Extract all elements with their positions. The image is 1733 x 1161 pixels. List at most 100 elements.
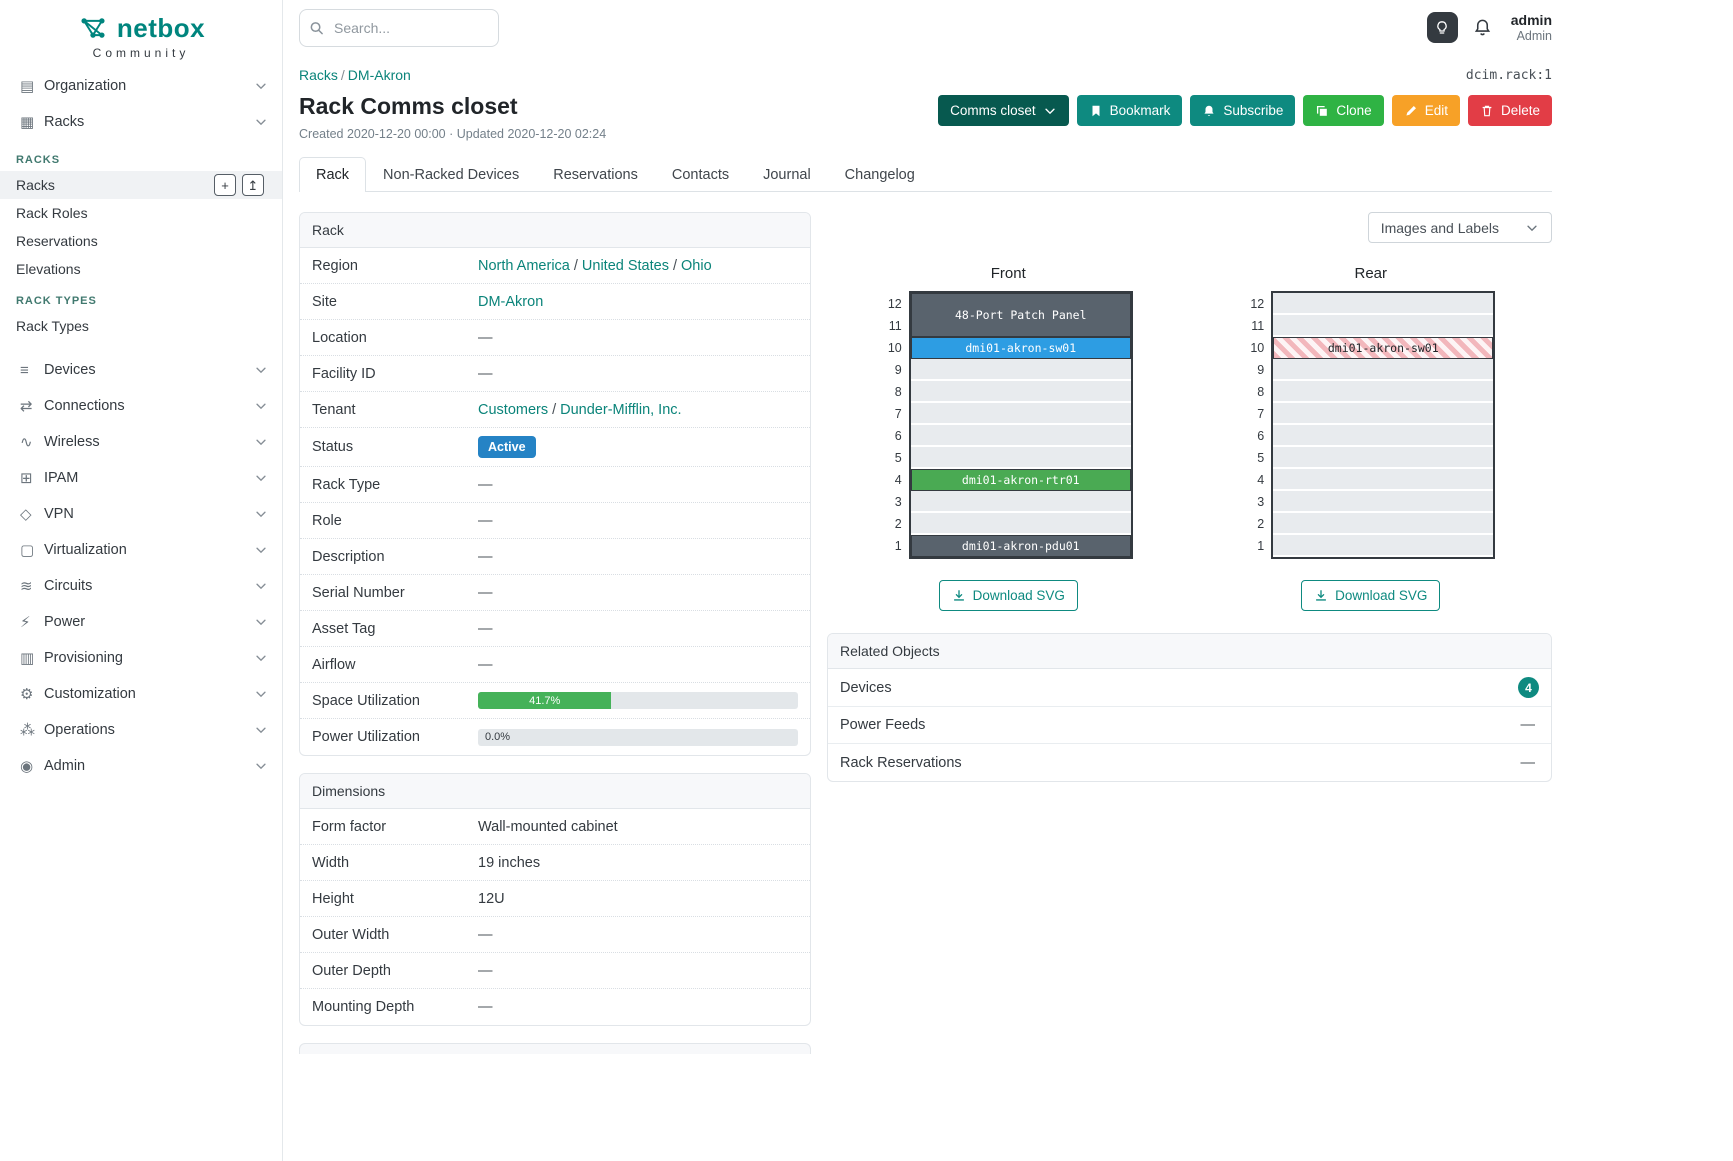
sidebar-item-operations[interactable]: ⁂ Operations — [0, 712, 282, 748]
attr-label: Height — [312, 890, 354, 907]
status-dropdown-button[interactable]: Comms closet — [938, 95, 1069, 126]
sidebar-item-organization[interactable]: ▤ Organization — [0, 68, 282, 104]
rack-unit-slot[interactable] — [1273, 381, 1494, 403]
rack-unit-slot[interactable] — [1273, 535, 1494, 557]
delete-button[interactable]: Delete — [1467, 95, 1552, 126]
breadcrumb-link[interactable]: DM-Akron — [347, 67, 411, 83]
download-svg-button[interactable]: Download SVG — [938, 580, 1078, 611]
clone-button[interactable]: Clone — [1303, 95, 1384, 126]
tab-journal[interactable]: Journal — [763, 167, 811, 183]
sidebar-item-virtualization[interactable]: ▢ Virtualization — [0, 532, 282, 568]
unit-number: 10 — [887, 341, 902, 355]
value-link[interactable]: Customers — [478, 401, 549, 418]
chevron-down-icon — [256, 367, 266, 374]
sidebar-item-provisioning[interactable]: ▥ Provisioning — [0, 640, 282, 676]
attr-label: Tenant — [312, 401, 356, 418]
unit-numbers: 12 11 10 9 8 7 6 5 4 3 2 1 — [1246, 291, 1264, 559]
sidebar-expanded-group: RACKS Racks + ↥ Rack Roles Reservations Elevat… — [0, 140, 282, 352]
tab-reservations[interactable]: Reservations — [553, 167, 638, 183]
rack-unit-slot[interactable] — [1273, 425, 1494, 447]
attr-value: 0.0% — [478, 728, 798, 746]
sidebar-item-vpn[interactable]: ◇ VPN — [0, 496, 282, 532]
chevron-down-icon — [254, 687, 268, 701]
rack-device[interactable]: 48-Port Patch Panel — [910, 293, 1131, 337]
related-row-power-feeds[interactable]: Power Feeds — — [828, 707, 1551, 744]
rack-unit-slot[interactable] — [910, 513, 1131, 535]
search-input[interactable] — [299, 8, 499, 47]
sidebar-item-rack-roles[interactable]: Rack Roles — [0, 199, 282, 227]
rack-unit-slot[interactable] — [910, 381, 1131, 403]
attr-label: Facility ID — [312, 365, 376, 382]
sidebar-item-reservations[interactable]: Reservations — [0, 227, 282, 255]
rack-unit-slot[interactable] — [910, 425, 1131, 447]
related-label: Devices — [840, 679, 892, 696]
sidebar-item-admin[interactable]: ◉ Admin — [0, 748, 282, 784]
add-button[interactable]: + — [214, 174, 236, 196]
bookmark-button[interactable]: Bookmark — [1076, 95, 1183, 126]
rack-unit-slot[interactable] — [1273, 359, 1494, 381]
value-link[interactable]: North America — [478, 257, 570, 274]
sidebar-nav: ▤ Organization ▦ Racks RACKS Racks + ↥ Rack Role… — [0, 68, 282, 784]
brand[interactable]: netbox Community — [0, 0, 282, 68]
provisioning-icon: ▥ — [20, 650, 35, 667]
value-link[interactable]: Dunder-Mifflin, Inc. — [560, 401, 682, 418]
unit-number: 2 — [894, 517, 902, 531]
dimensions-panel: Dimensions Form factor Wall-mounted cabin… — [299, 773, 811, 1026]
breadcrumb-link[interactable]: Racks — [299, 67, 338, 83]
rack-unit-slot[interactable] — [1273, 469, 1494, 491]
tab-contacts[interactable]: Contacts — [671, 167, 730, 183]
import-button[interactable]: ↥ — [242, 174, 264, 196]
rack-unit-slot[interactable] — [910, 491, 1131, 513]
sidebar-item-racks[interactable]: Racks + ↥ — [0, 171, 282, 199]
value-link[interactable]: DM-Akron — [478, 293, 544, 310]
tab-non-racked-devices[interactable]: Non-Racked Devices — [383, 167, 520, 183]
related-row-rack-reservations[interactable]: Rack Reservations — — [828, 744, 1551, 781]
theme-toggle-button[interactable] — [1426, 12, 1458, 43]
sidebar-item-customization[interactable]: ⚙ Customization — [0, 676, 282, 712]
chevron-down-icon — [256, 727, 266, 734]
sidebar-item-racks[interactable]: ▦ Racks — [0, 104, 282, 140]
rack-unit-slot[interactable] — [910, 447, 1131, 469]
images-labels-label: Images and Labels — [1380, 219, 1499, 236]
rack-unit-slot[interactable] — [1273, 293, 1494, 315]
left-column: Rack Region North America / United States / O… — [299, 212, 811, 1054]
tab-changelog[interactable]: Changelog — [844, 167, 915, 183]
sidebar-item-ipam[interactable]: ⊞ IPAM — [0, 460, 282, 496]
sidebar-item-rack-types[interactable]: Rack Types — [0, 312, 282, 340]
value-link[interactable]: Ohio — [681, 257, 712, 274]
user-menu[interactable]: admin Admin — [1511, 12, 1552, 42]
rack-unit-slot[interactable] — [1273, 447, 1494, 469]
rack-unit-slot[interactable] — [1273, 491, 1494, 513]
rack-unit-slot[interactable] — [1273, 315, 1494, 337]
sidebar-item-connections[interactable]: ⇄ Connections — [0, 388, 282, 424]
attr-row-description: Description — — [300, 539, 810, 575]
sidebar-item-power[interactable]: ⚡ Power — [0, 604, 282, 640]
download-svg-button[interactable]: Download SVG — [1301, 580, 1441, 611]
unit-number: 12 — [887, 297, 902, 311]
attr-row-height: Height 12U — [300, 881, 810, 917]
rack-device[interactable]: dmi01-akron-sw01 — [910, 337, 1131, 359]
sidebar-item-circuits[interactable]: ≋ Circuits — [0, 568, 282, 604]
rack-device[interactable]: dmi01-akron-sw01 — [1273, 337, 1494, 359]
rack-unit-slot[interactable] — [910, 359, 1131, 381]
tab-rack[interactable]: Rack — [299, 157, 367, 192]
edit-button[interactable]: Edit — [1391, 95, 1460, 126]
related-row-devices[interactable]: Devices 4 — [828, 669, 1551, 707]
rack-unit-slot[interactable] — [910, 403, 1131, 425]
sidebar-item-wireless[interactable]: ∿ Wireless — [0, 424, 282, 460]
chevron-down-icon — [254, 79, 268, 93]
copy-icon — [1317, 105, 1328, 116]
sidebar-item-elevations[interactable]: Elevations — [0, 255, 282, 283]
rack-unit-slot[interactable] — [1273, 513, 1494, 535]
rack-device[interactable]: dmi01-akron-pdu01 — [910, 535, 1131, 557]
value-link[interactable]: United States — [581, 257, 669, 274]
chevron-down-icon — [256, 547, 266, 554]
rack-device[interactable]: dmi01-akron-rtr01 — [910, 469, 1131, 491]
sidebar-item-devices[interactable]: ≡ Devices — [0, 352, 282, 388]
notifications-button[interactable] — [1471, 16, 1494, 39]
sidebar-item-label: Wireless — [44, 434, 100, 450]
lightbulb-icon — [1437, 20, 1448, 34]
rack-unit-slot[interactable] — [1273, 403, 1494, 425]
subscribe-button[interactable]: Subscribe — [1190, 95, 1296, 126]
images-labels-select[interactable]: Images and Labels — [1367, 212, 1552, 243]
